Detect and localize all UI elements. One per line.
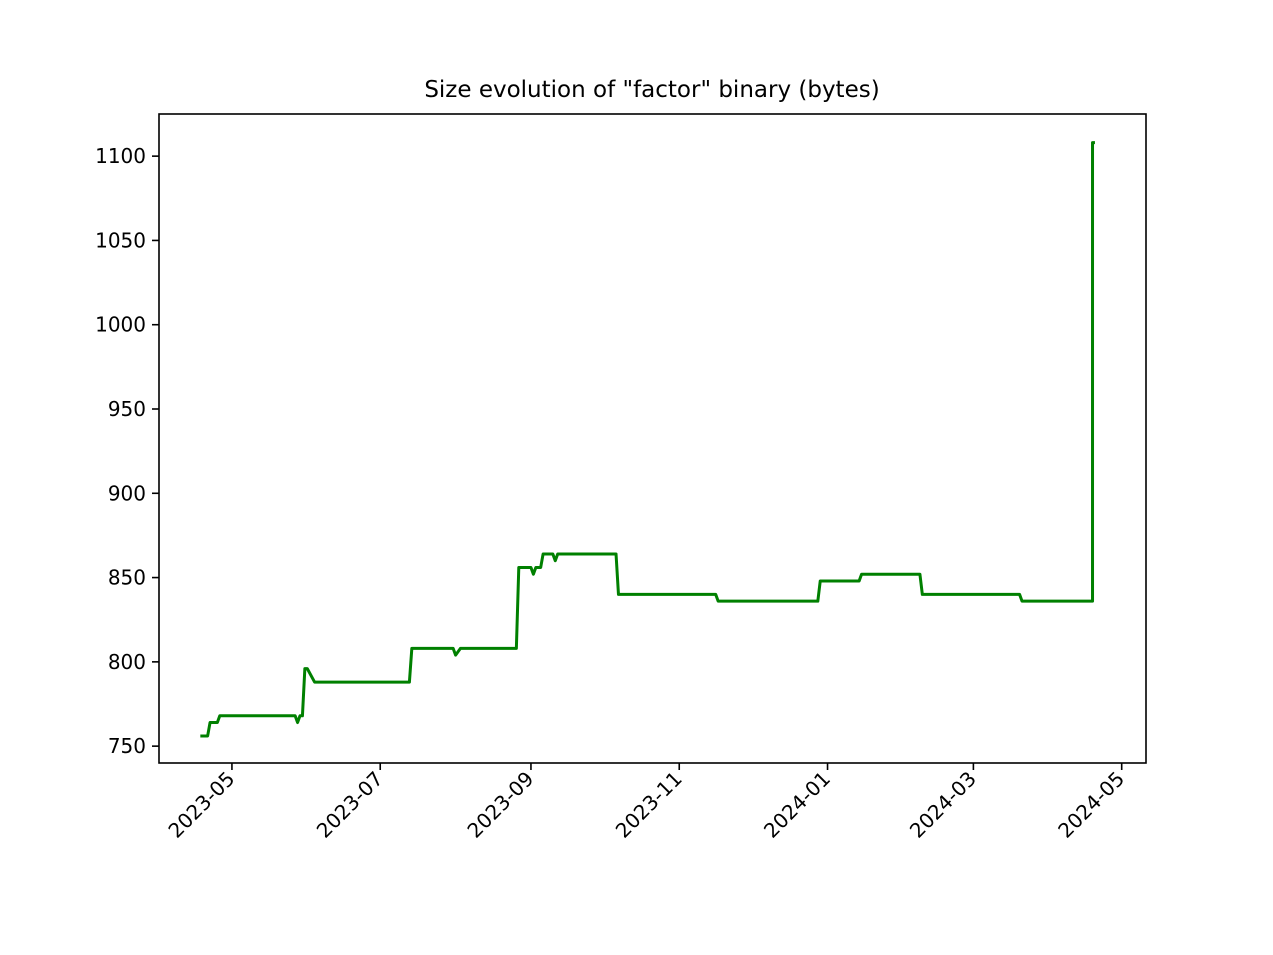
series-layer: [200, 141, 1095, 738]
x-tick-label: 2023-07: [312, 767, 388, 843]
x-tick-label: 2023-11: [611, 767, 687, 843]
x-tick-label: 2023-05: [163, 767, 239, 843]
y-tick-label: 1000: [95, 313, 146, 337]
y-tick-label: 900: [108, 481, 146, 505]
y-tick-label: 950: [108, 397, 146, 421]
y-tick-label: 1050: [95, 228, 146, 252]
x-tick-label: 2024-03: [905, 767, 981, 843]
x-tick-label: 2024-01: [759, 767, 835, 843]
x-axis: 2023-05 2023-07 2023-09 2023-11 2024-01 2024-…: [163, 763, 1129, 843]
y-tick-label: 850: [108, 566, 146, 590]
y-tick-label: 750: [108, 734, 146, 758]
x-tick-label: 2024-05: [1053, 767, 1129, 843]
y-tick-label: 1100: [95, 144, 146, 168]
chart-title: Size evolution of "factor" binary (bytes…: [424, 77, 879, 103]
y-tick-label: 800: [108, 650, 146, 674]
plot-area-frame: [158, 113, 1147, 764]
y-axis: 750 800 850 900 950 1000 1050 1100: [95, 144, 159, 758]
series-line: [200, 141, 1095, 738]
x-tick-label: 2023-09: [462, 767, 538, 843]
